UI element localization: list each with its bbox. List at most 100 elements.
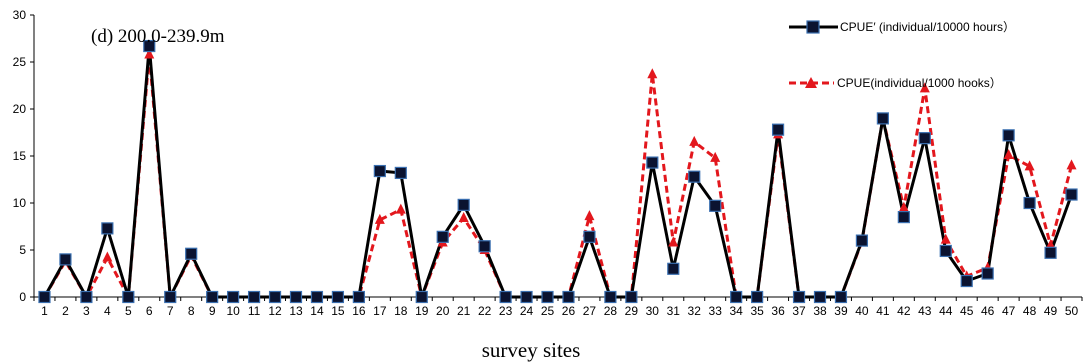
- cpue-point: [919, 82, 930, 93]
- cpue-prime-point: [247, 290, 261, 304]
- cpue-point: [102, 251, 113, 262]
- x-tick-label: 40: [855, 304, 869, 318]
- x-tick-label: 15: [331, 304, 345, 318]
- cpue-prime-point: [268, 290, 282, 304]
- cpue-prime-point: [751, 290, 764, 304]
- cpue-prime-point: [394, 166, 407, 180]
- x-axis-title: survey sites: [482, 338, 581, 362]
- cpue-point: [395, 203, 406, 214]
- x-tick-label: 50: [1065, 304, 1079, 318]
- x-tick-label: 43: [918, 304, 932, 318]
- cpue-point: [710, 151, 721, 162]
- x-tick-label: 24: [520, 304, 534, 318]
- x-tick-label: 22: [478, 304, 492, 318]
- cpue-prime-point: [960, 274, 973, 288]
- cpue-prime-point: [813, 290, 827, 304]
- x-tick-label: 47: [1002, 304, 1016, 318]
- x-tick-label: 49: [1044, 304, 1058, 318]
- cpue-prime-point: [520, 290, 533, 304]
- x-tick-label: 29: [625, 304, 639, 318]
- cpue-prime-point: [918, 132, 931, 145]
- cpue-prime-point: [80, 290, 93, 304]
- x-tick-label: 1: [41, 304, 48, 318]
- x-tick-label: 37: [792, 304, 806, 318]
- x-tick-label: 38: [813, 304, 827, 318]
- cpue-prime-point: [164, 290, 177, 304]
- legend: CPUE′ (individual/10000 hours） CPUE(indi…: [789, 20, 1015, 90]
- y-tick-label: 20: [13, 102, 27, 116]
- x-tick-label: 6: [146, 304, 153, 318]
- cpue-prime-point: [771, 123, 785, 136]
- cpue-prime-point: [541, 290, 554, 304]
- panel-annotation: (d) 200.0-239.9m: [91, 26, 225, 47]
- cpue-point: [374, 213, 385, 224]
- x-tick-label: 44: [939, 304, 953, 318]
- cpue-prime-point: [981, 267, 994, 280]
- y-tick-label: 30: [13, 8, 27, 22]
- cpue-prime-point: [122, 290, 135, 304]
- cpue-prime-point: [457, 198, 470, 211]
- y-tick-label: 25: [13, 55, 27, 69]
- x-tick-label: 25: [541, 304, 555, 318]
- cpue-point: [1003, 149, 1014, 160]
- cpue-prime-point: [206, 290, 219, 304]
- cpue-prime-point: [730, 290, 743, 304]
- legend-marker-triangle-icon: [805, 77, 817, 88]
- x-tick-label: 32: [688, 304, 702, 318]
- x-tick-label: 26: [562, 304, 576, 318]
- cpue-prime-point: [436, 230, 449, 243]
- cpue-prime-point: [331, 290, 345, 304]
- x-tick-label: 31: [667, 304, 681, 318]
- cpue-prime-point: [415, 290, 428, 304]
- x-tick-label: 7: [167, 304, 174, 318]
- x-tick-label: 23: [499, 304, 513, 318]
- legend-label-cpue: CPUE(individual/1000 hooks）: [837, 76, 1002, 90]
- cpue-prime-point: [1023, 196, 1036, 210]
- cpue-prime-point: [59, 253, 72, 266]
- x-tick-label: 28: [604, 304, 618, 318]
- cpue-prime-point: [1044, 246, 1057, 259]
- x-tick-label: 11: [248, 304, 261, 318]
- cpue-prime-point: [834, 290, 848, 304]
- x-tick-label: 8: [188, 304, 195, 318]
- x-tick-label: 12: [268, 304, 282, 318]
- x-tick-label: 14: [310, 304, 324, 318]
- series-cpue-line: [43, 52, 1073, 299]
- cpue-prime-point: [373, 164, 386, 178]
- x-ticks: 1 2 3 4 5 6 7 8 9 10 11 12 13 14 15 16 17 18 19 20 21 22 23 24 2…: [33, 297, 1083, 318]
- cpue-point: [1024, 160, 1035, 171]
- cpue-point: [647, 68, 658, 79]
- cpue-prime-point: [688, 170, 701, 183]
- cpue-prime-point: [185, 247, 198, 260]
- y-tick-label: 10: [13, 196, 27, 210]
- x-tick-label: 4: [104, 304, 111, 318]
- x-tick-label: 41: [876, 304, 890, 318]
- cpue-prime-point: [562, 290, 575, 304]
- cpue-prime-point: [897, 211, 910, 224]
- x-tick-label: 34: [729, 304, 743, 318]
- cpue-point: [940, 233, 951, 244]
- x-tick-label: 21: [457, 304, 471, 318]
- x-tick-label: 19: [415, 304, 429, 318]
- cpue-prime-point: [625, 290, 638, 304]
- cpue-prime-point: [709, 199, 722, 212]
- cpue-prime-point: [1002, 129, 1015, 142]
- x-tick-label: 18: [394, 304, 408, 318]
- legend-label-cpue-prime: CPUE′ (individual/10000 hours）: [840, 20, 1015, 34]
- x-tick-label: 35: [750, 304, 764, 318]
- cpue-prime-point: [604, 290, 617, 304]
- cpue-prime-point: [939, 244, 952, 258]
- x-tick-label: 10: [226, 304, 240, 318]
- cpue-prime-point: [310, 290, 324, 304]
- x-tick-label: 30: [646, 304, 660, 318]
- x-tick-label: 36: [771, 304, 785, 318]
- y-tick-label: 5: [19, 243, 26, 257]
- x-tick-label: 13: [289, 304, 303, 318]
- cpue-prime-point: [143, 39, 156, 53]
- x-tick-label: 39: [834, 304, 848, 318]
- cpue-prime-point: [876, 112, 889, 125]
- series-layer: [38, 39, 1078, 304]
- cpue-prime-point: [646, 156, 659, 169]
- x-tick-label: 46: [981, 304, 995, 318]
